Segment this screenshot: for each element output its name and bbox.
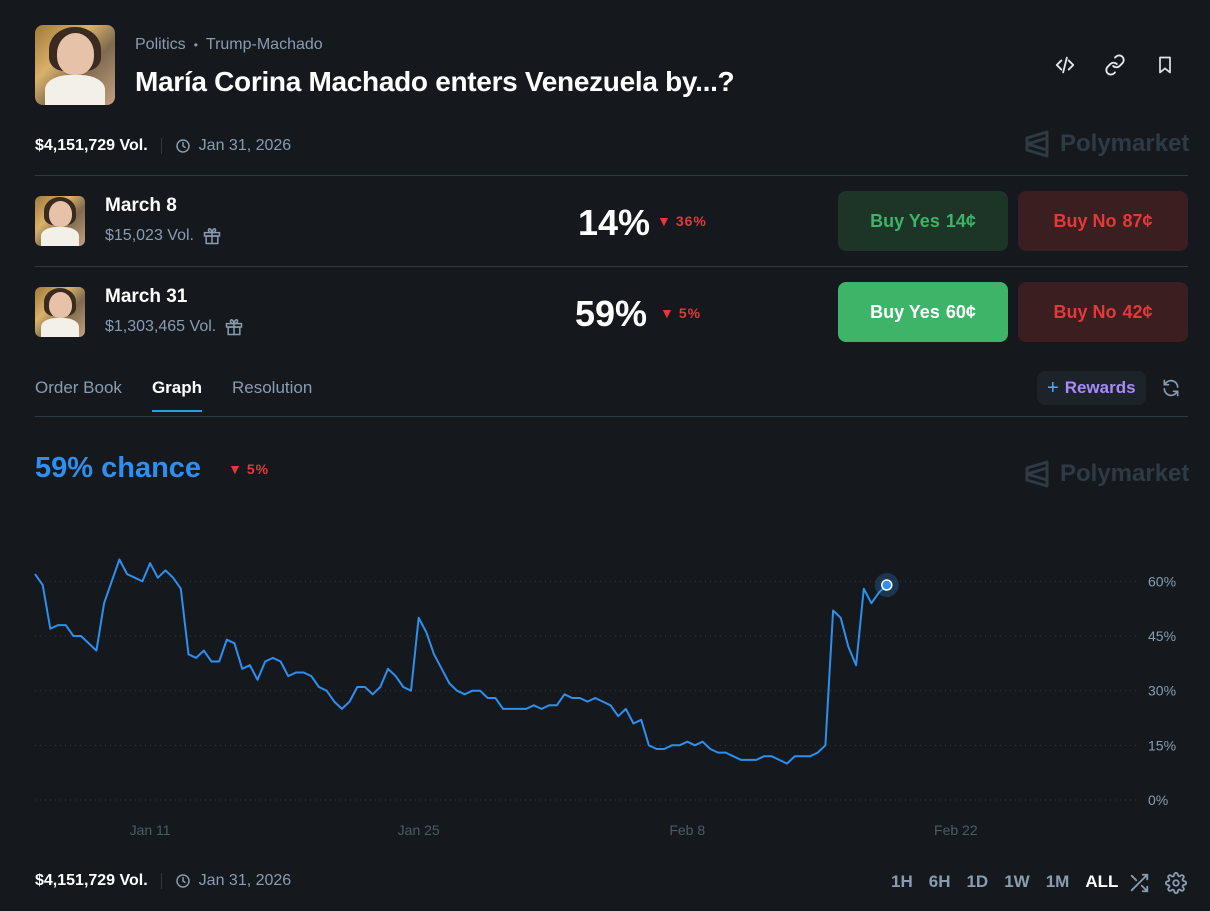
refresh-icon[interactable] xyxy=(1159,376,1183,400)
breadcrumb-tag[interactable]: Trump-Machado xyxy=(205,36,323,53)
buy-no-label: Buy No xyxy=(1053,210,1117,231)
buy-yes-price: 60¢ xyxy=(945,301,976,322)
caret-down-icon: ▼ xyxy=(228,461,243,477)
x-tick-label: Jan 25 xyxy=(398,822,440,838)
page-title: María Corina Machado enters Venezuela by… xyxy=(135,66,735,97)
plus-icon: + xyxy=(1047,376,1059,399)
meta-separator xyxy=(160,873,162,889)
range-6h[interactable]: 6H xyxy=(928,872,951,891)
polymarket-watermark: Polymarket xyxy=(1024,460,1189,488)
clock-icon xyxy=(175,139,190,153)
buy-yes-button[interactable]: Buy Yes 60¢ xyxy=(838,282,1008,342)
buy-yes-price: 14¢ xyxy=(945,210,976,231)
last-point-marker[interactable] xyxy=(881,579,893,591)
range-1w[interactable]: 1W xyxy=(1004,872,1030,891)
buy-no-label: Buy No xyxy=(1053,301,1117,322)
outcome-title[interactable]: March 8 xyxy=(105,195,177,216)
rewards-button[interactable]: + Rewards xyxy=(1037,371,1146,405)
avatar-face xyxy=(57,33,95,75)
range-all[interactable]: ALL xyxy=(1085,872,1119,891)
outcome-avatar-march-8 xyxy=(35,196,85,246)
chance-label: 59% chance xyxy=(35,452,202,484)
link-icon[interactable] xyxy=(1103,53,1127,77)
x-tick-label: Feb 22 xyxy=(934,822,978,838)
market-volume: $4,151,729 Vol. xyxy=(35,137,148,154)
range-1m[interactable]: 1M xyxy=(1045,872,1070,891)
market-end-date: Jan 31, 2026 xyxy=(175,137,292,155)
x-tick-label: Feb 8 xyxy=(669,822,705,838)
rewards-label: Rewards xyxy=(1064,378,1136,397)
chance-change: ▼ 5% xyxy=(228,461,269,477)
buy-no-price: 87¢ xyxy=(1122,210,1153,231)
footer-end-date-text: Jan 31, 2026 xyxy=(198,872,292,889)
caret-down-icon: ▼ xyxy=(660,305,675,321)
buy-yes-button[interactable]: Buy Yes 14¢ xyxy=(838,191,1008,251)
outcome-title[interactable]: March 31 xyxy=(105,286,188,307)
outcome-percent: 14% xyxy=(578,202,651,243)
breadcrumb-category[interactable]: Politics xyxy=(135,36,186,53)
buy-no-button[interactable]: Buy No 42¢ xyxy=(1018,282,1188,342)
market-tabs: Order Book Graph Resolution xyxy=(35,378,312,412)
polymarket-logo: Polymarket xyxy=(1024,130,1189,158)
avatar-body xyxy=(44,74,106,105)
breadcrumb: Politics • Trump-Machado xyxy=(135,36,323,54)
market-meta: $4,151,729 Vol. Jan 31, 2026 xyxy=(35,137,291,155)
y-tick-label: 60% xyxy=(1148,573,1176,589)
buy-no-price: 42¢ xyxy=(1122,301,1153,322)
buy-no-button[interactable]: Buy No 87¢ xyxy=(1018,191,1188,251)
polymarket-watermark-text: Polymarket xyxy=(1060,460,1190,487)
divider xyxy=(35,266,1188,267)
outcome-change: ▼ 5% xyxy=(660,305,701,321)
range-1h[interactable]: 1H xyxy=(891,872,913,891)
x-tick-label: Jan 11 xyxy=(130,822,171,838)
buy-yes-label: Buy Yes xyxy=(870,301,940,322)
price-chart-svg[interactable]: 0% 15% 30% 45% 60% Jan 11 Jan 25 Feb 8 Feb 22 xyxy=(0,500,1210,850)
gift-icon[interactable] xyxy=(224,317,244,337)
divider xyxy=(35,175,1188,176)
outcome-volume-text: $1,303,465 Vol. xyxy=(105,318,217,335)
settings-gear-icon[interactable] xyxy=(1164,871,1188,895)
clock-icon xyxy=(175,874,190,888)
tab-graph[interactable]: Graph xyxy=(151,378,202,412)
meta-separator xyxy=(160,138,162,154)
y-tick-label: 15% xyxy=(1148,737,1176,753)
buy-yes-label: Buy Yes xyxy=(870,210,940,231)
range-1d[interactable]: 1D xyxy=(966,872,989,891)
y-tick-label: 30% xyxy=(1148,683,1176,699)
tabs-divider xyxy=(35,416,1188,417)
end-date-text: Jan 31, 2026 xyxy=(198,137,292,154)
series-line xyxy=(34,558,888,765)
outcome-change-text: 36% xyxy=(675,213,707,229)
footer-end-date: Jan 31, 2026 xyxy=(175,872,292,890)
polymarket-logo-text: Polymarket xyxy=(1060,130,1190,157)
tab-order-book[interactable]: Order Book xyxy=(35,378,122,397)
embed-icon[interactable] xyxy=(1053,53,1077,77)
caret-down-icon: ▼ xyxy=(657,213,672,229)
outcome-change-text: 5% xyxy=(678,305,702,321)
y-tick-label: 45% xyxy=(1148,628,1176,644)
breadcrumb-separator: • xyxy=(193,38,198,52)
footer-volume: $4,151,729 Vol. xyxy=(35,872,148,889)
polymarket-logo-icon xyxy=(1025,130,1049,158)
footer-meta: $4,151,729 Vol. Jan 31, 2026 xyxy=(35,872,291,890)
market-avatar xyxy=(35,25,115,105)
polymarket-logo-icon xyxy=(1025,460,1049,488)
time-range-selector: 1H 6H 1D 1W 1M ALL xyxy=(891,872,1118,892)
outcome-avatar-march-31 xyxy=(35,287,85,337)
tab-resolution[interactable]: Resolution xyxy=(232,378,313,397)
bookmark-icon[interactable] xyxy=(1153,53,1177,77)
shuffle-icon[interactable] xyxy=(1127,871,1151,895)
outcome-change: ▼ 36% xyxy=(657,213,707,229)
outcome-volume: $1,303,465 Vol. xyxy=(105,317,244,337)
price-chart[interactable]: 0% 15% 30% 45% 60% Jan 11 Jan 25 Feb 8 Feb 22 xyxy=(0,500,1210,850)
outcome-volume-text: $15,023 Vol. xyxy=(105,227,194,244)
outcome-volume: $15,023 Vol. xyxy=(105,226,222,246)
gift-icon[interactable] xyxy=(202,226,222,246)
y-tick-label: 0% xyxy=(1148,792,1168,808)
outcome-percent: 59% xyxy=(575,293,648,334)
chance-change-text: 5% xyxy=(246,461,270,477)
